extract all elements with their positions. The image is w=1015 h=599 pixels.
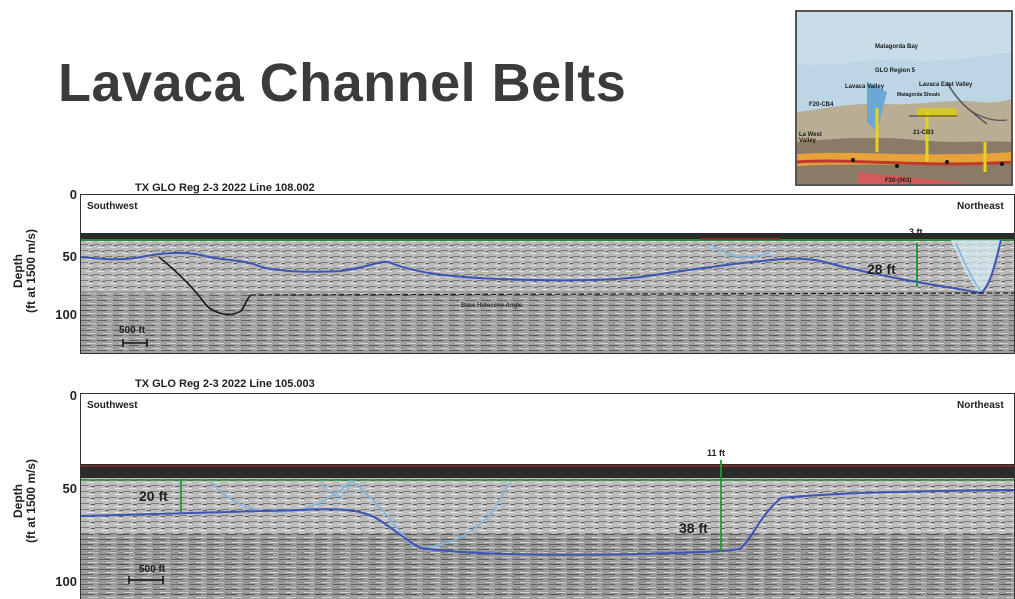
profile-1-label-28ft: 28 ft [867,261,896,277]
profile-2-y-label-line1: Depth [11,484,25,518]
profile-1-tick-0: 0 [69,187,77,202]
profile-1-y-label-line2: (ft at 1500 m/s) [24,228,38,314]
profile-1-title: TX GLO Reg 2-3 2022 Line 108.002 [135,182,315,194]
inset-map-graphic [797,12,1011,184]
profile-2-title: TX GLO Reg 2-3 2022 Line 105.003 [135,378,315,390]
slide-title: Lavaca Channel Belts [58,53,627,113]
profile-2-tick-100: 100 [55,574,77,589]
profile-2-tick-50: 50 [62,481,77,496]
map-label-bay: Matagorda Bay [875,44,919,50]
map-label-region: GLO Region 5 [875,68,916,74]
profile-1-label-3ft: 3 ft [909,227,923,237]
profile-1-faint-label: Base Holocene Angle [461,303,523,309]
map-label-f20: F20-CB4 [809,102,834,108]
profile-1-seismic [81,233,1014,353]
profile-1-right-direction: Northeast [957,201,1004,212]
inset-map: Matagorda Bay GLO Region 5 Lavaca Valley… [795,10,1013,186]
profile-2-tick-0: 0 [69,388,77,403]
profile-2-left-direction: Southwest [87,400,138,411]
profile-1-y-axis-label: Depth (ft at 1500 m/s) [11,216,38,326]
map-label-west-valley: La West Valley [799,132,822,144]
profile-2-panel: Southwest Northeast 11 ft 20 ft 38 ft 50… [80,393,1015,599]
map-label-f21: 21-CB3 [913,130,934,136]
profile-2-label-38ft: 38 ft [679,520,708,536]
map-label-lavaca-east-valley: Lavaca East Valley [919,82,973,88]
profile-2-y-label-line2: (ft at 1500 m/s) [24,458,38,544]
profile-1-tick-50: 50 [62,249,77,264]
profile-2-seismic [81,460,1014,599]
profile-1-tick-100: 100 [55,307,77,322]
profile-1-scale-label: 500 ft [119,325,146,336]
map-label-shoals: Matagorda Shoals [897,92,941,98]
profile-2-label-11ft: 11 ft [707,448,726,458]
map-label-lavaca-valley: Lavaca Valley [845,84,885,90]
profile-2-y-axis-label: Depth (ft at 1500 m/s) [11,446,38,556]
profile-2-right-direction: Northeast [957,400,1004,411]
profile-1-y-label-line1: Depth [11,254,25,288]
profile-2-scale-label: 500 ft [139,564,166,575]
profile-1-panel: Southwest Northeast 3 ft 28 ft Base Holo… [80,194,1015,354]
map-label-f20-unit: F20-(003) [885,178,912,184]
profile-2-label-20ft: 20 ft [139,488,168,504]
profile-1-left-direction: Southwest [87,201,138,212]
